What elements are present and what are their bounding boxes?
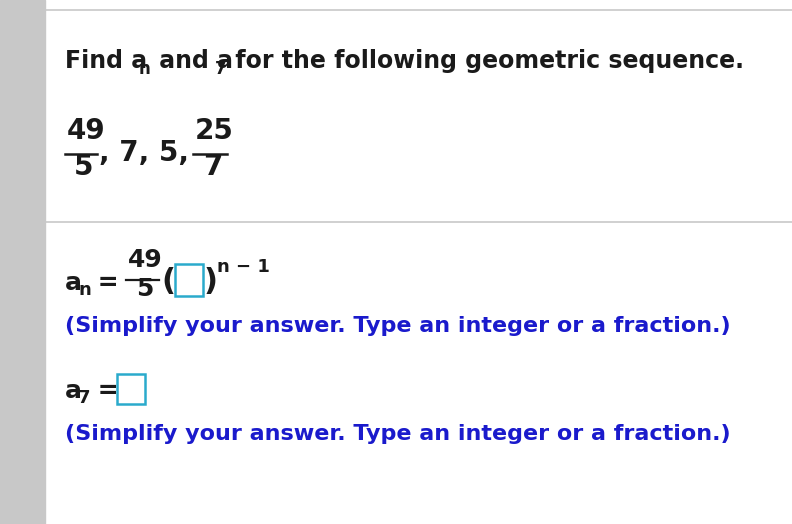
- FancyBboxPatch shape: [175, 264, 203, 296]
- Text: (Simplify your answer. Type an integer or a fraction.): (Simplify your answer. Type an integer o…: [65, 424, 731, 444]
- Text: 5: 5: [136, 277, 154, 301]
- Text: (: (: [161, 267, 175, 296]
- Text: n − 1: n − 1: [217, 258, 270, 276]
- Text: =: =: [89, 379, 119, 403]
- Text: for the following geometric sequence.: for the following geometric sequence.: [227, 49, 744, 73]
- Text: =: =: [89, 271, 128, 295]
- Text: 7: 7: [203, 153, 223, 181]
- Text: a: a: [65, 379, 82, 403]
- Text: 49: 49: [67, 117, 105, 145]
- FancyBboxPatch shape: [117, 374, 145, 404]
- Text: ): ): [204, 267, 218, 296]
- Text: 25: 25: [195, 117, 234, 145]
- Text: 49: 49: [128, 248, 162, 272]
- Text: (Simplify your answer. Type an integer or a fraction.): (Simplify your answer. Type an integer o…: [65, 316, 731, 336]
- Text: n: n: [78, 281, 91, 299]
- Bar: [0, 0, 45, 524]
- Text: , 7, 5,: , 7, 5,: [99, 139, 189, 167]
- Text: 5: 5: [74, 153, 93, 181]
- Text: and a: and a: [151, 49, 233, 73]
- Text: 7: 7: [78, 389, 90, 407]
- Text: 7: 7: [215, 60, 227, 78]
- Text: a: a: [65, 271, 82, 295]
- Text: Find a: Find a: [65, 49, 147, 73]
- Text: n: n: [139, 60, 150, 78]
